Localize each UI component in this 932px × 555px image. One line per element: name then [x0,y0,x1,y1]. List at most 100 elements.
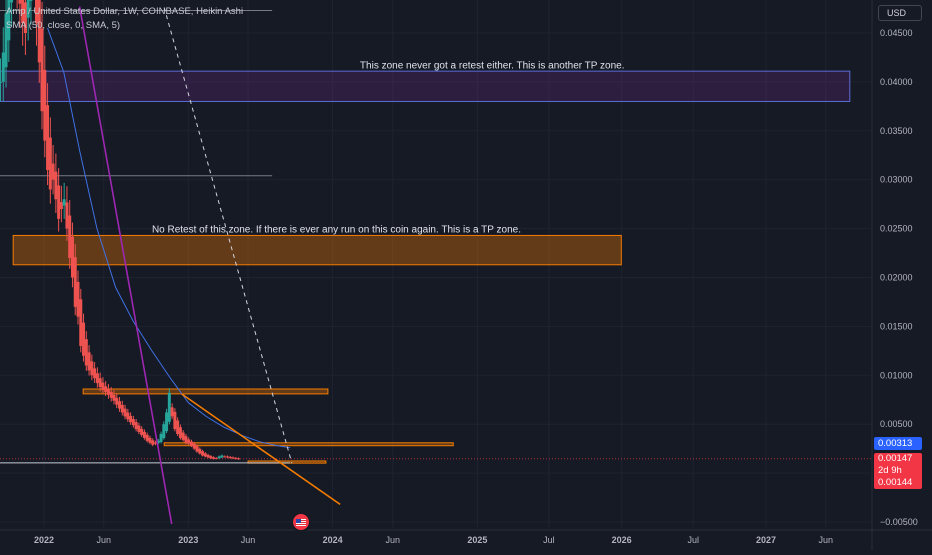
candle-body [54,171,58,200]
candle-body [112,394,116,401]
candle-body [62,199,66,206]
y-tick-label: 0.04000 [880,77,913,87]
candle-body [37,0,41,63]
x-tick-label: 2025 [467,535,487,545]
candle-body [192,443,196,449]
candle-body [181,432,185,440]
candle-body [90,361,94,376]
candle-body [217,456,221,459]
candle-body [140,428,144,435]
candle-body [212,457,216,459]
candle-body [26,0,30,18]
candle-body [237,458,241,460]
candle-body [70,236,74,278]
candle-body [159,433,163,442]
current-price-value: 0.00147 [878,453,913,464]
y-tick-label: 0.03000 [880,175,913,185]
candle-body [225,456,229,458]
candle-body [220,455,224,458]
candle-body [231,457,235,459]
candle-countdown: 2d 9h [878,465,902,476]
candle-body [120,404,124,413]
candle-body [198,448,202,454]
candle-body [21,0,25,24]
x-tick-label: 2023 [178,535,198,545]
candle-body [98,378,102,388]
purple-trendline [78,6,173,525]
candle-body [7,0,11,41]
candle-body [79,299,83,346]
x-tick-label: Jul [687,535,699,545]
candle-body [195,446,199,452]
zones [0,70,851,464]
candle-body [18,0,22,4]
y-tick-label: 0.02000 [880,273,913,283]
candle-body [82,322,86,356]
y-tick-label: 0.00500 [880,419,913,429]
candle-body [40,28,44,112]
x-tick-label: Jul [543,535,555,545]
y-tick-label: 0.02500 [880,224,913,234]
candle-body [104,386,108,392]
candle-body [145,434,149,441]
candle-body [73,257,77,307]
candle-body [43,69,47,141]
candle-body [187,439,191,444]
y-tick-label: 0.03500 [880,126,913,136]
candle-body [178,427,182,438]
x-tick-label: 2027 [756,535,776,545]
candle-body [142,431,146,438]
candle-body [123,408,127,417]
candle-body [4,13,8,68]
candle-body [173,411,177,430]
x-tick-label: 2026 [612,535,632,545]
candle-body [170,407,174,417]
candle-body [51,163,55,180]
candle-body [176,420,180,434]
candle-body [156,440,160,444]
candle-body [115,397,119,405]
us-flag-event-icon[interactable] [293,514,309,530]
candle-body [154,442,158,444]
candle-body [23,2,27,34]
candle-body [165,412,169,432]
candle-body [201,451,205,456]
candle-body [65,202,69,229]
candle-body [46,105,50,170]
candle-body [95,373,99,384]
currency-button[interactable]: USD [878,5,922,21]
sma-indicator-label[interactable]: SMA (50, close, 0, SMA, 5) [6,20,121,31]
candle-body [162,424,166,438]
x-tick-label: Jun [385,535,400,545]
symbol-title[interactable]: Amp / United States Dollar, 1W, COINBASE… [6,6,244,17]
candle-body [29,0,33,1]
annotation-text[interactable]: No Retest of this zone. If there is ever… [152,225,521,236]
candle-body [189,441,193,446]
y-tick-label: 0.01000 [880,370,913,380]
candle-body [101,382,105,390]
sma-line [47,27,291,449]
candles [0,0,241,460]
x-tick-label: Jun [241,535,256,545]
annotation-text[interactable]: This zone never got a retest either. Thi… [360,60,625,71]
candle-body [184,436,188,443]
candle-body [137,425,141,433]
candle-body [10,0,14,3]
candle-body [206,454,210,458]
x-tick-label: 2024 [323,535,343,545]
candle-body [109,391,113,398]
candle-body [34,0,38,24]
candle-body [0,81,3,83]
x-tick-label: 2022 [34,535,54,545]
candle-body [48,137,52,190]
candle-body [68,215,72,258]
x-tick-label: Jun [96,535,111,545]
candle-body [209,456,213,459]
candle-body [148,437,152,443]
orange-tp-zone [12,234,622,266]
candle-body [93,368,97,379]
y-tick-label: −0.00500 [880,517,918,527]
y-tick-label: 0.01500 [880,321,913,331]
